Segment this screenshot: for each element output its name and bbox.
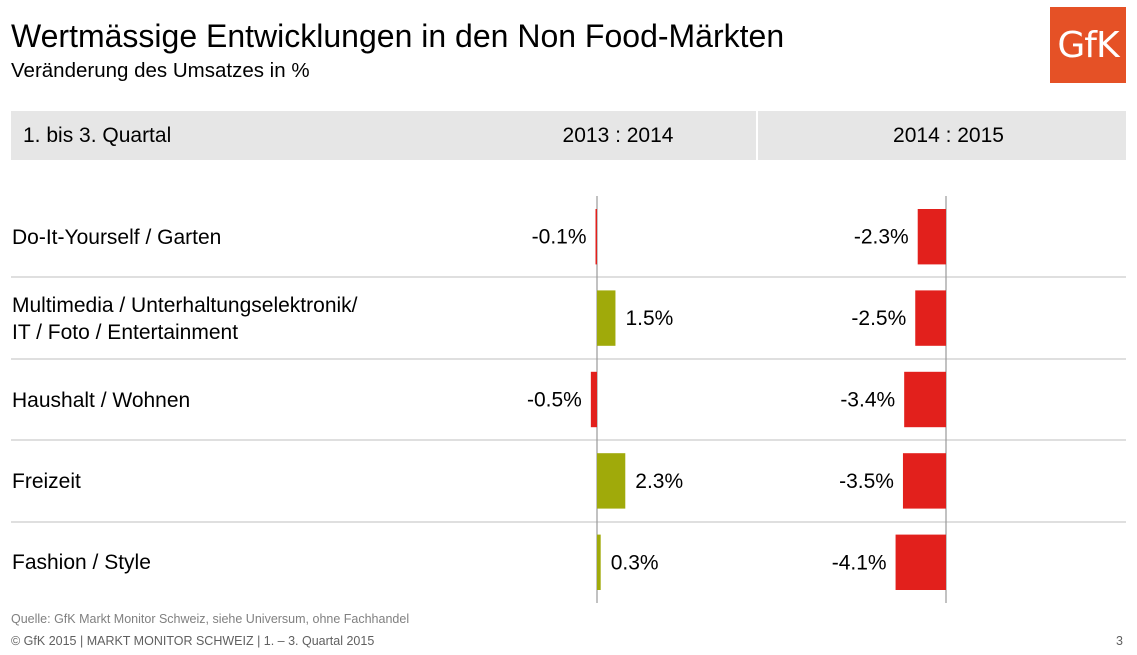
bar-2-2 — [915, 290, 946, 346]
data-label-1-3: -0.5% — [527, 389, 582, 412]
page-number: 3 — [1116, 634, 1123, 648]
bar-1-5 — [597, 534, 601, 590]
row-label-haushalt: Haushalt / Wohnen — [12, 389, 191, 412]
data-label-2-4: -3.5% — [839, 470, 894, 493]
page-subtitle: Veränderung des Umsatzes in % — [11, 59, 310, 82]
copyright-note: © GfK 2015 | MARKT MONITOR SCHWEIZ | 1. … — [11, 634, 375, 648]
bar-1-3 — [590, 371, 597, 428]
logo-text: GfK — [1057, 24, 1119, 66]
data-label-2-1: -2.3% — [854, 226, 909, 249]
row-label-freizeit: Freizeit — [12, 470, 81, 493]
page-title: Wertmässige Entwicklungen in den Non Foo… — [11, 18, 785, 54]
bar-2-3 — [904, 371, 946, 428]
column-header-2014-2015: 2014 : 2015 — [893, 124, 1004, 147]
row-label-fashion: Fashion / Style — [12, 551, 151, 574]
bar-2-4 — [902, 453, 946, 509]
data-label-2-5: -4.1% — [832, 551, 887, 574]
table-header: 1. bis 3. Quartal 2013 : 2014 2014 : 201… — [11, 111, 1126, 160]
row-label-multimedia-line2: IT / Foto / Entertainment — [12, 321, 239, 344]
source-note: Quelle: GfK Markt Monitor Schweiz, siehe… — [11, 612, 410, 626]
data-label-1-4: 2.3% — [635, 470, 683, 493]
column-header-2013-2014: 2013 : 2014 — [562, 124, 674, 147]
data-label-1-2: 1.5% — [625, 307, 673, 330]
row-label-multimedia: Multimedia / Unterhaltungselektronik/ — [12, 294, 358, 317]
bar-1-1 — [595, 209, 597, 265]
row-label-diy: Do-It-Yourself / Garten — [12, 226, 222, 249]
bar-1-2 — [597, 290, 616, 346]
bar-2-1 — [917, 209, 946, 265]
data-label-2-2: -2.5% — [851, 307, 906, 330]
data-label-1-1: -0.1% — [532, 226, 587, 249]
data-label-1-5: 0.3% — [611, 551, 659, 574]
header-separator — [756, 111, 758, 160]
data-label-2-3: -3.4% — [840, 389, 895, 412]
bar-2-5 — [895, 534, 946, 590]
period-label: 1. bis 3. Quartal — [23, 124, 172, 147]
gfk-logo: GfK — [1050, 7, 1126, 83]
bar-1-4 — [597, 453, 626, 509]
